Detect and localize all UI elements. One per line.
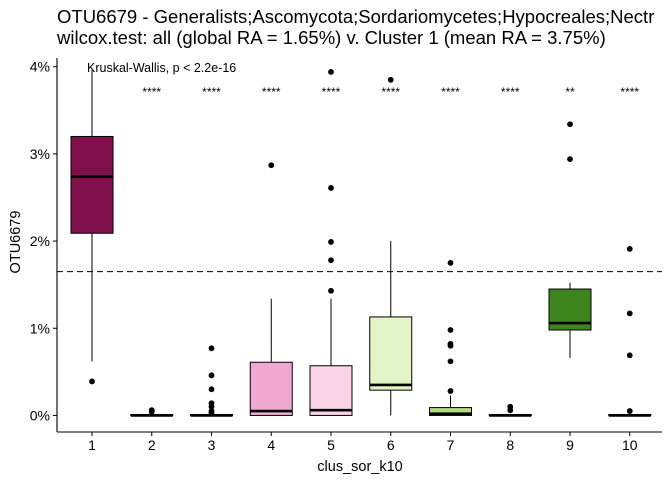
cluster-1-box xyxy=(70,135,114,234)
cluster-3-outlier-4 xyxy=(208,403,215,410)
cluster-5-outlier-0 xyxy=(328,69,334,75)
cluster-5-outlier-1 xyxy=(328,184,334,191)
y-tick-label-2: 2% xyxy=(30,233,50,249)
y-axis-label: OTU6679 xyxy=(8,211,24,274)
cluster-4-box xyxy=(249,361,293,416)
kruskal-wallis-label: Kruskal-Wallis, p < 2.2e-16 xyxy=(87,61,236,75)
cluster-3-outlier-6 xyxy=(208,409,215,416)
cluster-10-outlier-2 xyxy=(626,352,633,359)
x-tick-label-4: 4 xyxy=(267,437,275,453)
cluster-3-outlier-2 xyxy=(208,386,215,393)
x-tick-label-3: 3 xyxy=(208,437,216,453)
x-tick-label-5: 5 xyxy=(327,437,335,453)
cluster-5-box xyxy=(309,365,353,416)
x-axis-label: clus_sor_k10 xyxy=(317,459,402,475)
chart-title-line2: wilcox.test: all (global RA = 1.65%) v. … xyxy=(56,27,606,48)
y-tick-label-4: 4% xyxy=(30,59,50,75)
cluster-3-outlier-1 xyxy=(208,372,215,379)
cluster-6-box xyxy=(369,316,413,391)
cluster-8-outlier-1 xyxy=(507,407,514,414)
cluster-7-outlier-4 xyxy=(447,358,454,365)
cluster-7-outlier-5 xyxy=(447,388,454,394)
cluster-6-significance-label: **** xyxy=(381,85,400,99)
cluster-7-outlier-3 xyxy=(447,342,454,349)
cluster-5-outlier-3 xyxy=(328,257,334,264)
x-tick-label-2: 2 xyxy=(148,437,156,453)
cluster-10-outlier-3 xyxy=(626,408,633,414)
x-tick-label-10: 10 xyxy=(622,437,638,453)
x-tick-label-1: 1 xyxy=(88,437,96,453)
cluster-9-significance-label: ** xyxy=(565,85,575,99)
cluster-9-outlier-0 xyxy=(567,121,573,128)
cluster-8-significance-label: **** xyxy=(501,85,520,99)
cluster-5-significance-label: **** xyxy=(322,85,341,99)
y-tick-label-0: 0% xyxy=(30,407,50,423)
cluster-10-significance-label: **** xyxy=(620,85,639,99)
cluster-10-outlier-1 xyxy=(626,310,633,317)
plot-area: 0%1%2%3%4%1 2 3 4 5 6 7 8 9 10**** **** **** **** ***… xyxy=(30,58,662,453)
chart-title-line1: OTU6679 - Generalists;Ascomycota;Sordari… xyxy=(57,6,654,27)
cluster-9-outlier-1 xyxy=(567,156,573,163)
cluster-5-outlier-4 xyxy=(328,287,334,294)
cluster-7-outlier-0 xyxy=(447,259,454,266)
x-tick-label-7: 7 xyxy=(447,437,455,453)
cluster-3-outlier-0 xyxy=(208,345,215,352)
cluster-10-outlier-0 xyxy=(626,246,633,252)
cluster-7-outlier-1 xyxy=(447,327,454,333)
cluster-4-significance-label: **** xyxy=(262,85,281,99)
cluster-6-outlier-0 xyxy=(387,76,394,83)
x-tick-label-8: 8 xyxy=(506,437,514,453)
cluster-7-significance-label: **** xyxy=(441,85,460,99)
cluster-5-outlier-2 xyxy=(328,239,334,245)
cluster-7-box xyxy=(429,407,472,416)
y-tick-label-1: 1% xyxy=(30,320,50,336)
cluster-2-significance-label: **** xyxy=(142,85,161,99)
x-tick-label-6: 6 xyxy=(387,437,395,453)
y-tick-label-3: 3% xyxy=(30,146,50,162)
cluster-4-outlier-0 xyxy=(268,162,275,169)
x-tick-label-9: 9 xyxy=(566,437,574,453)
cluster-2-outlier-1 xyxy=(148,409,155,415)
cluster-3-significance-label: **** xyxy=(202,85,221,99)
cluster-1-outlier-0 xyxy=(89,378,95,385)
